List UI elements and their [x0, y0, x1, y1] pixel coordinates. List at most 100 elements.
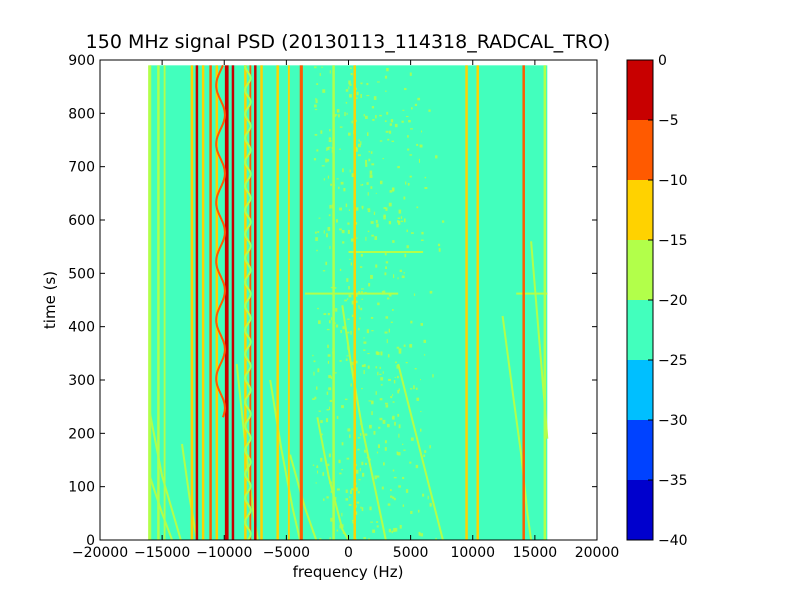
noise-speckle — [424, 176, 427, 179]
drift-track — [316, 417, 350, 540]
noise-speckle — [325, 418, 329, 423]
x-tick-label: 20000 — [575, 545, 620, 561]
carrier-line — [148, 65, 152, 540]
noise-speckle — [396, 346, 400, 349]
noise-speckle — [380, 351, 383, 356]
noise-speckle — [377, 444, 380, 449]
noise-speckle — [378, 426, 381, 429]
noise-speckle — [338, 459, 341, 464]
noise-speckle — [348, 132, 351, 136]
noise-speckle — [312, 354, 314, 357]
noise-speckle — [315, 386, 318, 390]
noise-speckle — [405, 115, 409, 118]
noise-speckle — [376, 81, 380, 83]
horizontal-band — [516, 292, 548, 295]
noise-speckle — [345, 101, 348, 104]
noise-speckle — [318, 320, 321, 324]
noise-speckle — [385, 207, 388, 211]
carrier-line — [260, 65, 263, 540]
noise-speckle — [413, 293, 416, 296]
noise-speckle — [331, 317, 333, 321]
noise-speckle — [344, 398, 348, 401]
noise-speckle — [370, 151, 373, 154]
noise-speckle — [393, 528, 396, 532]
noise-speckle — [372, 401, 374, 403]
noise-speckle — [322, 89, 326, 93]
noise-speckle — [388, 378, 391, 381]
noise-speckle — [365, 163, 368, 167]
horizontal-band — [348, 251, 424, 253]
noise-speckle — [347, 222, 350, 225]
noise-speckle — [403, 218, 406, 223]
noise-speckle — [356, 91, 359, 96]
noise-speckle — [359, 266, 363, 268]
wavy-carrier — [244, 65, 252, 540]
noise-speckle — [379, 180, 383, 185]
noise-speckle — [366, 329, 370, 334]
noise-speckle — [362, 472, 365, 477]
noise-speckle — [334, 496, 337, 500]
noise-speckle — [371, 163, 375, 166]
horizontal-band — [305, 292, 399, 295]
colorbar-tick-label: −35 — [658, 473, 688, 489]
noise-speckle — [409, 175, 412, 178]
noise-speckle — [341, 512, 343, 517]
noise-speckle — [393, 497, 396, 501]
noise-speckle — [414, 367, 417, 370]
noise-speckle — [367, 192, 369, 196]
noise-speckle — [355, 294, 358, 297]
carrier-line — [215, 65, 219, 540]
noise-speckle — [358, 305, 360, 308]
noise-speckle — [339, 207, 343, 211]
y-tick-label: 900 — [68, 53, 95, 69]
noise-speckle — [420, 533, 424, 537]
noise-speckle — [351, 238, 354, 242]
noise-speckle — [363, 449, 366, 453]
carrier-line — [254, 65, 257, 540]
noise-speckle — [314, 66, 317, 69]
noise-speckle — [348, 80, 351, 85]
x-axis: −20000 −15000 −10000 −5000 0 5000 10000 15000 20… — [72, 60, 619, 561]
noise-speckle — [358, 139, 360, 142]
noise-speckle — [312, 464, 315, 466]
noise-speckle — [330, 376, 333, 380]
colorbar: −40 −35 −30 −25 −20 −15 −10 −5 0 — [626, 53, 688, 549]
noise-speckle — [360, 307, 363, 311]
noise-speckle — [393, 476, 397, 479]
noise-speckle — [320, 420, 323, 424]
carrier-line — [224, 65, 229, 540]
noise-speckle — [326, 147, 328, 151]
noise-speckle — [382, 290, 386, 294]
noise-speckle — [399, 524, 402, 529]
noise-speckle — [396, 375, 399, 379]
noise-speckle — [402, 476, 405, 480]
noise-speckle — [312, 398, 315, 400]
noise-speckle — [348, 86, 350, 90]
noise-speckle — [336, 109, 340, 113]
noise-speckle — [437, 243, 441, 247]
colorbar-tick-label: −10 — [658, 173, 688, 189]
noise-speckle — [403, 196, 406, 200]
noise-speckle — [375, 115, 377, 119]
noise-speckle — [348, 286, 350, 290]
noise-speckle — [422, 493, 425, 497]
x-tick-label: 0 — [344, 545, 353, 561]
noise-speckle — [361, 507, 364, 512]
noise-speckle — [317, 231, 320, 233]
noise-speckle — [374, 475, 377, 480]
noise-speckle — [357, 448, 360, 451]
noise-speckle — [400, 216, 403, 219]
drift-track — [269, 379, 301, 540]
noise-speckle — [368, 283, 371, 287]
noise-speckle — [414, 103, 418, 107]
noise-speckle — [387, 354, 390, 358]
noise-speckle — [339, 228, 342, 231]
noise-speckle — [335, 219, 338, 223]
noise-speckle — [336, 529, 339, 532]
noise-speckle — [314, 231, 317, 234]
noise-speckle — [429, 445, 431, 449]
noise-speckle — [390, 395, 393, 399]
noise-speckle — [383, 207, 386, 209]
noise-speckle — [377, 371, 379, 376]
